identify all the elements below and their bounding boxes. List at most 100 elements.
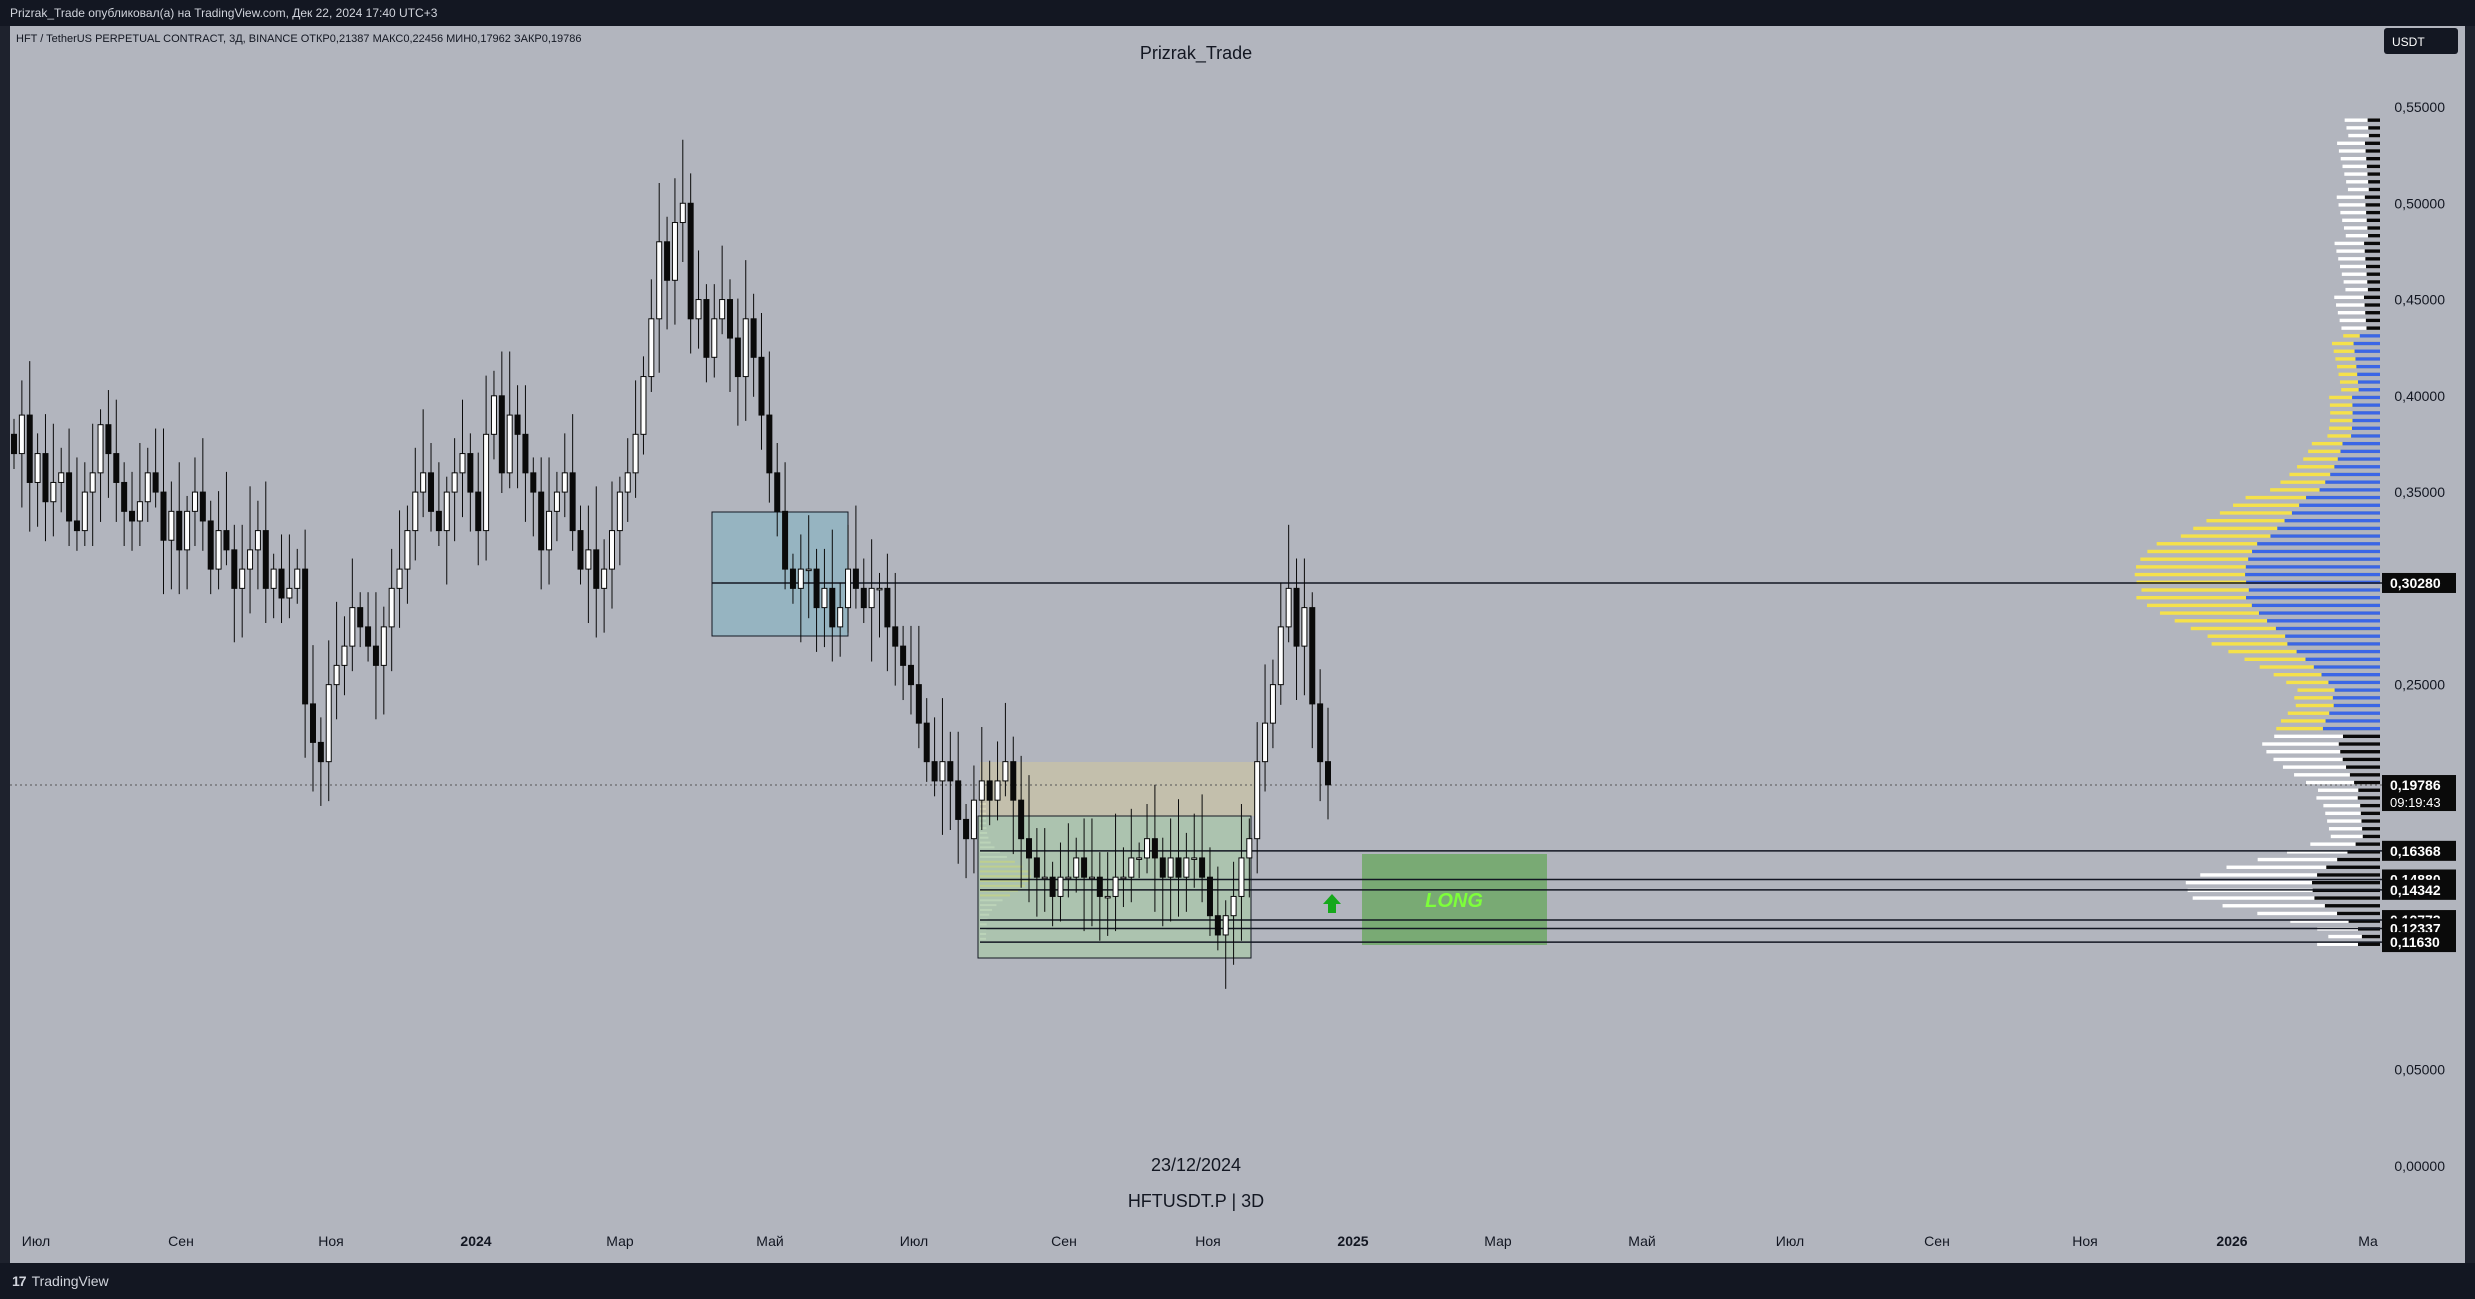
candle[interactable] — [121, 462, 128, 547]
candle[interactable] — [325, 640, 332, 802]
candle[interactable] — [89, 423, 96, 547]
candle[interactable] — [994, 741, 1001, 821]
candle[interactable] — [797, 534, 804, 643]
candle[interactable] — [1112, 813, 1119, 932]
candle[interactable] — [239, 524, 246, 638]
candle[interactable] — [317, 717, 324, 806]
candle[interactable] — [490, 370, 497, 460]
candle[interactable] — [18, 380, 25, 508]
candle[interactable] — [302, 529, 309, 758]
candle[interactable] — [1033, 828, 1040, 917]
candle[interactable] — [506, 351, 513, 489]
candle[interactable] — [727, 279, 734, 392]
candle[interactable] — [129, 471, 136, 551]
candle[interactable] — [923, 698, 930, 782]
candle[interactable] — [136, 442, 143, 547]
candle[interactable] — [428, 442, 435, 532]
candle[interactable] — [1026, 775, 1033, 903]
tradingview-logo[interactable]: 17 TradingView — [12, 1273, 109, 1289]
candle[interactable] — [215, 491, 222, 590]
candle[interactable] — [837, 582, 844, 657]
candle[interactable] — [1262, 664, 1269, 792]
candle[interactable] — [538, 457, 545, 590]
candle[interactable] — [435, 462, 442, 547]
candle[interactable] — [892, 572, 899, 686]
candle[interactable] — [514, 385, 521, 489]
candle[interactable] — [577, 505, 584, 585]
price-chart[interactable]: HFT / TetherUS PERPETUAL CONTRACT, 3Д, B… — [10, 26, 2465, 1263]
candle[interactable] — [569, 414, 576, 551]
candle[interactable] — [845, 524, 852, 633]
candle[interactable] — [813, 548, 820, 652]
candle[interactable] — [530, 457, 537, 537]
candle[interactable] — [451, 438, 458, 542]
candle[interactable] — [1065, 823, 1072, 898]
candle[interactable] — [664, 216, 671, 330]
candle[interactable] — [1206, 847, 1213, 936]
candle[interactable] — [1325, 707, 1331, 820]
candle[interactable] — [852, 505, 859, 609]
candle[interactable] — [412, 447, 419, 561]
candle[interactable] — [561, 433, 568, 518]
candle[interactable] — [608, 481, 615, 609]
candle[interactable] — [1285, 524, 1292, 643]
candle[interactable] — [1049, 861, 1056, 927]
candle[interactable] — [262, 481, 269, 624]
candle[interactable] — [254, 500, 261, 590]
chart-area[interactable]: HFT / TetherUS PERPETUAL CONTRACT, 3Д, B… — [10, 26, 2465, 1263]
candle[interactable] — [1159, 837, 1166, 927]
candle[interactable] — [1088, 818, 1095, 927]
candle[interactable] — [467, 433, 474, 532]
candle[interactable] — [42, 414, 49, 542]
candle[interactable] — [420, 409, 427, 518]
candle[interactable] — [459, 399, 466, 518]
candle[interactable] — [616, 476, 623, 566]
candle[interactable] — [1317, 669, 1324, 802]
candle[interactable] — [1254, 722, 1261, 874]
candle[interactable] — [978, 726, 985, 831]
candle[interactable] — [396, 510, 403, 628]
candle[interactable] — [656, 183, 663, 373]
candle[interactable] — [357, 592, 364, 648]
candle[interactable] — [1293, 558, 1300, 701]
candle[interactable] — [585, 505, 592, 624]
candle[interactable] — [168, 481, 175, 590]
candle[interactable] — [1018, 755, 1025, 888]
candle[interactable] — [349, 558, 356, 672]
candle[interactable] — [884, 553, 891, 672]
candle[interactable] — [1246, 818, 1253, 898]
candle[interactable] — [1301, 558, 1308, 696]
price-axis[interactable]: 0,55000 0,50000 0,45000 0,40000 0,35000 0,250… — [2394, 99, 2445, 1174]
candle[interactable] — [498, 351, 505, 494]
candle[interactable] — [742, 260, 749, 421]
candle[interactable] — [1151, 784, 1158, 912]
candle[interactable] — [97, 409, 104, 522]
candle[interactable] — [805, 515, 812, 619]
candle[interactable] — [270, 553, 277, 619]
candle[interactable] — [970, 765, 977, 874]
candle[interactable] — [160, 428, 167, 595]
candle[interactable] — [758, 313, 765, 450]
candle[interactable] — [223, 471, 230, 566]
candle[interactable] — [939, 698, 946, 835]
candle[interactable] — [34, 433, 41, 527]
candle[interactable] — [695, 250, 702, 349]
candle[interactable] — [309, 645, 316, 792]
candle[interactable] — [734, 298, 741, 426]
candle[interactable] — [207, 500, 214, 595]
candle[interactable] — [81, 462, 88, 547]
candle[interactable] — [105, 390, 112, 498]
candle[interactable] — [152, 428, 159, 508]
candle[interactable] — [703, 284, 710, 383]
candle[interactable] — [380, 606, 387, 715]
candle[interactable] — [231, 524, 238, 643]
candle[interactable] — [365, 592, 372, 662]
candle[interactable] — [1002, 702, 1009, 797]
candle[interactable] — [876, 572, 883, 638]
candle[interactable] — [1104, 852, 1111, 936]
candle[interactable] — [1269, 659, 1276, 749]
candle[interactable] — [1136, 842, 1143, 879]
candle[interactable] — [1120, 847, 1127, 908]
candle[interactable] — [679, 139, 686, 262]
candle[interactable] — [1073, 837, 1080, 893]
